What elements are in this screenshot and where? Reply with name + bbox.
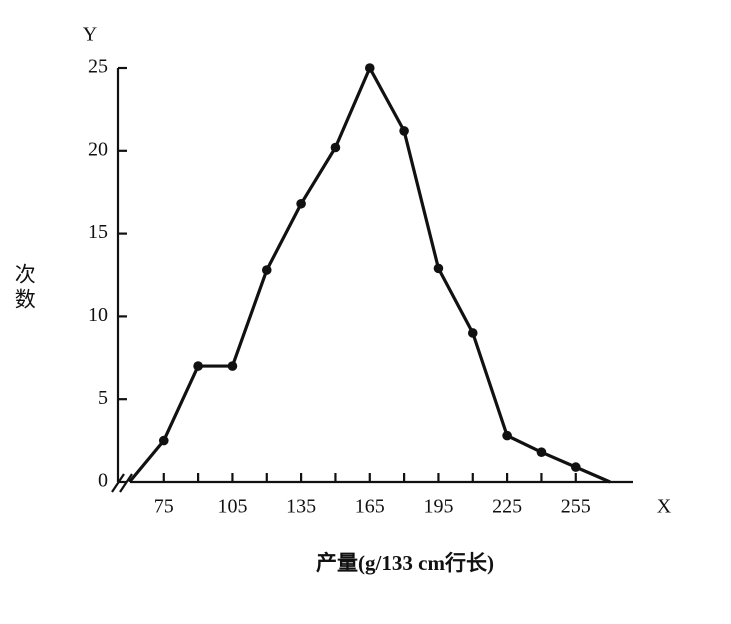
data-point bbox=[158, 435, 169, 446]
x-axis-label: 产量(g/133 cm行长) bbox=[316, 551, 494, 575]
x-tick-label: 195 bbox=[423, 496, 453, 518]
y-axis-letter: Y bbox=[83, 24, 97, 46]
data-point bbox=[570, 462, 581, 472]
x-axis-letter: X bbox=[657, 496, 672, 518]
x-tick-label: 255 bbox=[561, 496, 591, 518]
data-point bbox=[296, 198, 306, 209]
x-tick-label: 135 bbox=[286, 496, 316, 518]
data-point bbox=[536, 447, 547, 457]
data-point bbox=[330, 142, 341, 153]
y-tick-label: 10 bbox=[88, 304, 108, 326]
x-tick-label: 225 bbox=[492, 496, 522, 518]
y-tick-label: 5 bbox=[98, 387, 108, 409]
data-point bbox=[467, 328, 478, 338]
data-point bbox=[227, 361, 238, 371]
y-tick-label: 20 bbox=[88, 138, 108, 160]
data-line bbox=[128, 66, 611, 484]
y-tick-label: 0 bbox=[98, 470, 108, 492]
data-point bbox=[502, 430, 512, 441]
x-tick-label: 165 bbox=[355, 496, 385, 518]
y-tick-label: 25 bbox=[88, 56, 108, 78]
x-tick-label: 105 bbox=[217, 496, 247, 518]
data-point bbox=[399, 126, 409, 136]
data-point bbox=[193, 361, 203, 371]
x-tick-label: 75 bbox=[154, 496, 174, 518]
data-point bbox=[433, 263, 444, 274]
y-tick-label: 15 bbox=[88, 221, 108, 243]
y-axis-label: 次数 bbox=[12, 263, 36, 313]
data-point bbox=[261, 265, 272, 275]
data-point bbox=[364, 63, 375, 73]
